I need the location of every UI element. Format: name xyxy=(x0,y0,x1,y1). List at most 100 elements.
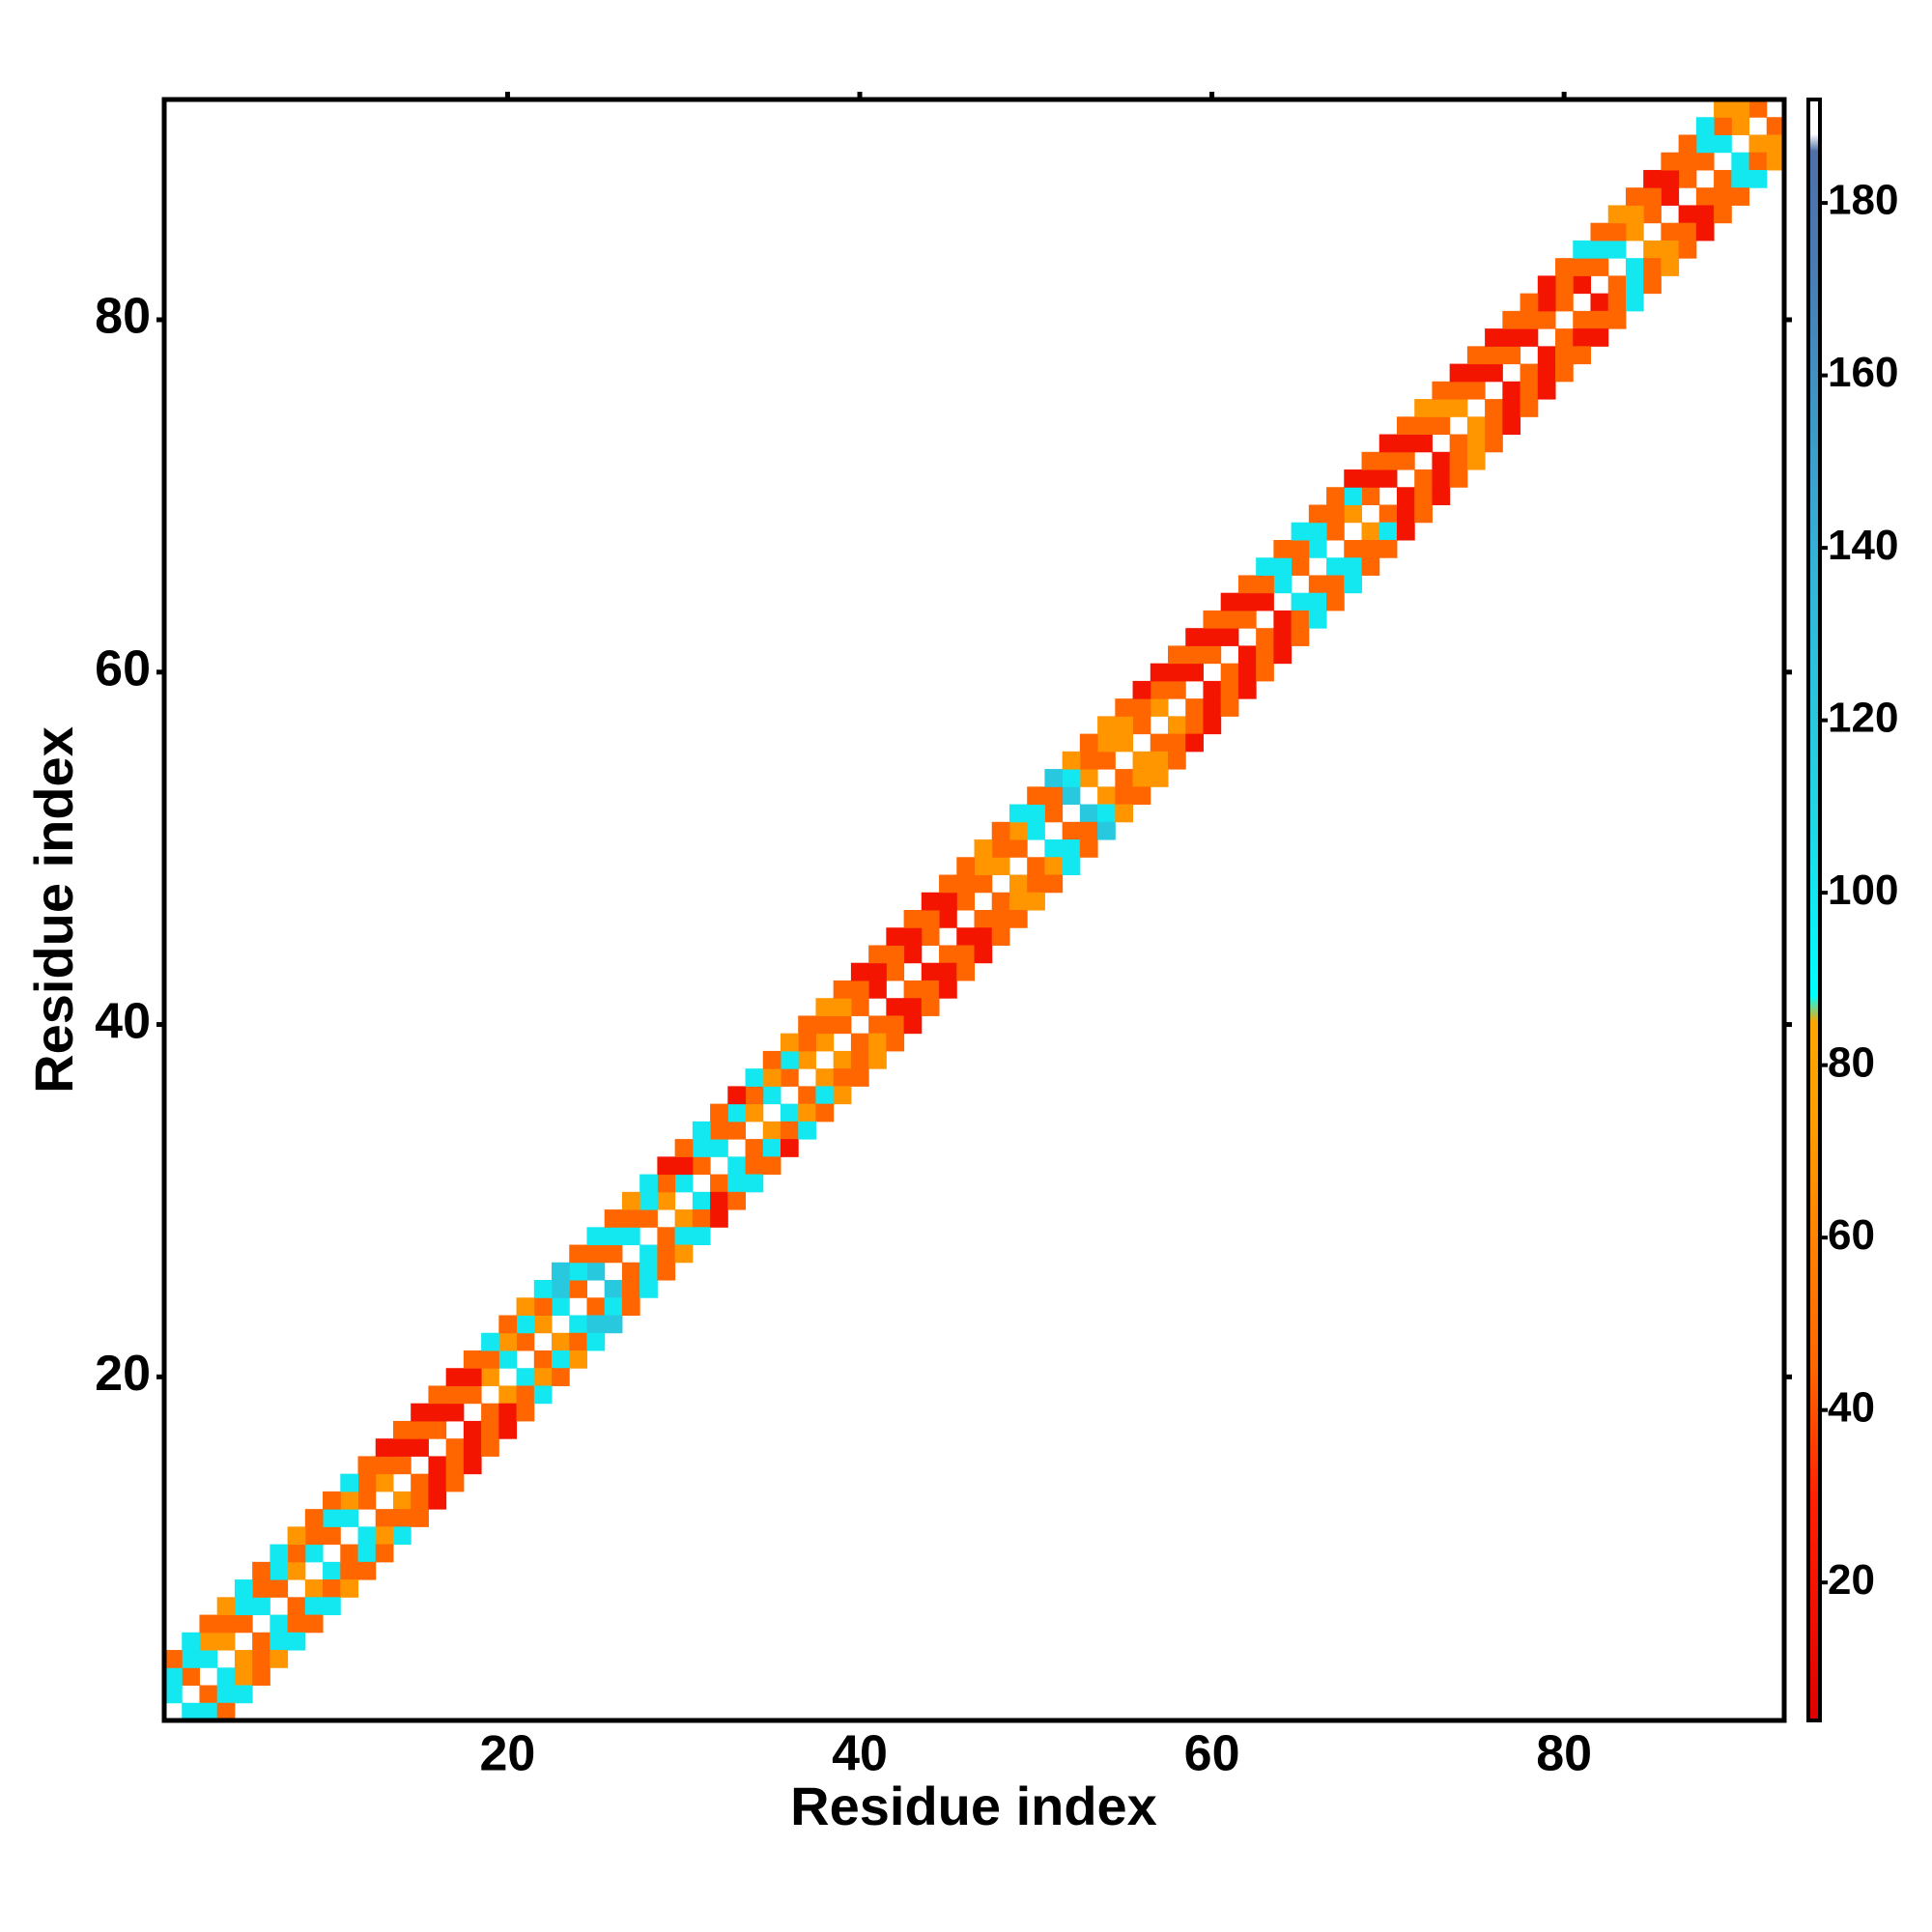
heatmap-cell xyxy=(1150,663,1169,682)
heatmap-cell xyxy=(586,1332,606,1351)
heatmap-cell xyxy=(498,1315,518,1334)
heatmap-cell xyxy=(1396,434,1415,453)
heatmap-cell xyxy=(1237,610,1257,629)
heatmap-cell xyxy=(216,1614,236,1634)
heatmap-cell xyxy=(1062,786,1081,806)
heatmap-cell xyxy=(1520,363,1539,383)
heatmap-cell xyxy=(552,1280,570,1298)
heatmap-cell xyxy=(516,1368,535,1386)
heatmap-cell xyxy=(1714,99,1732,118)
heatmap-cell xyxy=(516,1297,535,1316)
y-tick-label: 20 xyxy=(95,1346,151,1402)
heatmap-cell xyxy=(1466,363,1486,383)
heatmap-cell xyxy=(1079,751,1098,770)
heatmap-cell xyxy=(1291,628,1310,646)
heatmap-cell xyxy=(357,1473,377,1492)
x-tick-label: 80 xyxy=(1536,1726,1592,1782)
heatmap-cell xyxy=(1731,169,1750,188)
heatmap-cell xyxy=(1097,751,1116,770)
heatmap-cell xyxy=(323,1597,341,1616)
heatmap-cell xyxy=(1520,328,1539,347)
heatmap-cell xyxy=(1185,716,1204,735)
heatmap-cell xyxy=(1168,663,1186,682)
heatmap-cell xyxy=(833,998,852,1016)
heatmap-cell xyxy=(974,839,993,858)
heatmap-cell xyxy=(1344,487,1363,505)
heatmap-cell xyxy=(1378,504,1398,524)
heatmap-cell xyxy=(921,910,940,928)
heatmap-cell xyxy=(533,1280,553,1298)
heatmap-cell xyxy=(780,1033,799,1052)
heatmap-cell xyxy=(850,1033,869,1052)
heatmap-cell xyxy=(974,945,993,964)
heatmap-cell xyxy=(780,1103,799,1122)
heatmap-cell xyxy=(463,1438,482,1457)
heatmap-cell xyxy=(1520,381,1539,400)
heatmap-cell xyxy=(762,1156,781,1176)
heatmap-cell xyxy=(639,1244,658,1264)
heatmap-cell xyxy=(692,1121,711,1140)
heatmap-cell xyxy=(850,1050,869,1069)
heatmap-cell xyxy=(1044,804,1064,823)
heatmap-cell xyxy=(481,1403,499,1422)
heatmap-cell xyxy=(1449,469,1468,488)
heatmap-cell xyxy=(1237,592,1257,611)
heatmap-cell xyxy=(1273,610,1293,629)
heatmap-cell xyxy=(657,1156,676,1176)
heatmap-cell xyxy=(1590,258,1609,276)
heatmap-cell xyxy=(657,1227,676,1246)
heatmap-cell xyxy=(886,962,905,981)
heatmap-cell xyxy=(1378,469,1398,488)
heatmap-cell xyxy=(498,1332,518,1351)
heatmap-cell xyxy=(533,1385,553,1405)
heatmap-cell xyxy=(1027,874,1045,894)
heatmap-cell xyxy=(1449,451,1468,470)
heatmap-cell xyxy=(1573,328,1591,347)
heatmap-cell xyxy=(411,1438,429,1457)
heatmap-cell xyxy=(692,1139,711,1157)
heatmap-cell xyxy=(1573,310,1591,329)
heatmap-cell xyxy=(1079,839,1098,858)
heatmap-cell xyxy=(956,892,975,911)
heatmap-cell xyxy=(1555,363,1574,383)
heatmap-cell xyxy=(552,1262,570,1281)
heatmap-cell xyxy=(357,1544,377,1563)
heatmap-cell xyxy=(939,945,957,964)
heatmap-cell xyxy=(252,1667,270,1687)
heatmap-cell xyxy=(481,1350,499,1369)
heatmap-cell xyxy=(1661,222,1680,242)
heatmap-cell xyxy=(1625,187,1644,206)
heatmap-cell xyxy=(1625,222,1644,242)
heatmap-cell xyxy=(270,1544,289,1563)
heatmap-cell xyxy=(850,962,869,981)
heatmap-cell xyxy=(569,1280,587,1298)
heatmap-cell xyxy=(1695,205,1715,224)
heatmap-cell xyxy=(833,1086,852,1105)
heatmap-cell xyxy=(1432,399,1451,417)
heatmap-cell xyxy=(1044,874,1064,894)
colorbar-tick-label: 160 xyxy=(1828,349,1898,396)
heatmap-cell xyxy=(1502,416,1521,436)
heatmap-cell xyxy=(569,1244,587,1264)
heatmap-cell xyxy=(428,1456,447,1475)
heatmap-cell xyxy=(1203,680,1222,699)
heatmap-cell xyxy=(1695,187,1715,206)
heatmap-cell xyxy=(868,980,887,999)
heatmap-cell xyxy=(270,1614,289,1634)
heatmap-cell xyxy=(1291,522,1310,541)
heatmap-cell xyxy=(533,1350,553,1369)
heatmap-cell xyxy=(1361,557,1380,576)
heatmap-cell xyxy=(1256,645,1274,665)
heatmap-cell xyxy=(1714,169,1732,188)
heatmap-cell xyxy=(1044,786,1064,806)
heatmap-cell xyxy=(1573,258,1591,276)
heatmap-cell xyxy=(375,1438,394,1457)
heatmap-cell xyxy=(234,1667,253,1687)
heatmap-cell xyxy=(516,1315,535,1334)
heatmap-cell xyxy=(1414,416,1433,436)
colorbar-tick-label: 100 xyxy=(1828,867,1898,914)
heatmap-cell xyxy=(1432,451,1451,470)
heatmap-cell xyxy=(1062,769,1081,787)
